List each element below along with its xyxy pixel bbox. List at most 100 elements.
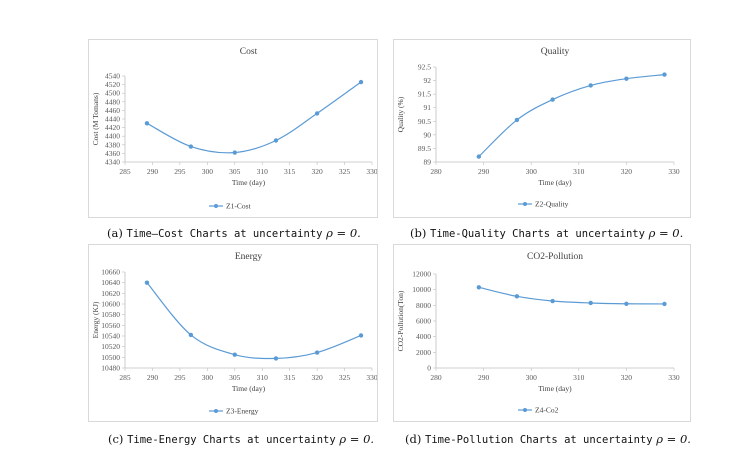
energy-data-point bbox=[188, 332, 194, 338]
quality-x-tick-label: 280 bbox=[430, 167, 442, 176]
energy-legend-label: Z3-Energy bbox=[226, 407, 259, 416]
quality-y-axis-label: Quality (%) bbox=[396, 96, 405, 132]
pollution-y-axis-label: CO2-Pollution(Ton) bbox=[396, 290, 405, 351]
quality-y-tick-label: 89 bbox=[424, 158, 432, 167]
quality-data-point bbox=[624, 76, 629, 81]
pollution-x-tick-label: 310 bbox=[573, 373, 585, 382]
energy-x-tick-label: 315 bbox=[284, 373, 296, 382]
quality-y-tick-label: 92.5 bbox=[418, 63, 431, 72]
cost-x-tick-label: 315 bbox=[284, 167, 296, 176]
energy-legend-marker bbox=[214, 409, 218, 413]
caption-a-text: Time—Cost Charts at uncertainty bbox=[126, 228, 323, 240]
cost-y-tick-label: 4500 bbox=[105, 89, 120, 98]
cost-x-tick-label: 285 bbox=[119, 167, 131, 176]
pollution-data-point bbox=[588, 300, 593, 306]
cost-y-tick-label: 4360 bbox=[105, 149, 120, 158]
energy-y-tick-label: 10540 bbox=[101, 332, 120, 341]
energy-x-tick-label: 310 bbox=[257, 373, 269, 382]
pollution-chart-title: CO2-Pollution bbox=[527, 252, 583, 262]
caption-b-text: Time-Quality Charts at uncertainty bbox=[430, 228, 645, 240]
quality-data-point bbox=[588, 83, 593, 88]
cost-x-tick-label: 295 bbox=[174, 167, 186, 176]
quality-legend-marker bbox=[523, 202, 527, 206]
cost-y-axis-label: Cost (M Tomans) bbox=[91, 92, 100, 145]
pollution-y-tick-label: 0 bbox=[427, 364, 431, 373]
pollution-x-tick-label: 290 bbox=[478, 373, 490, 382]
energy-x-tick-label: 325 bbox=[339, 373, 351, 382]
cost-y-tick-label: 4380 bbox=[105, 140, 120, 149]
quality-legend-label: Z2-Quality bbox=[535, 200, 569, 209]
cost-data-point bbox=[188, 144, 194, 149]
cost-x-tick-label: 325 bbox=[339, 167, 351, 176]
energy-x-tick-label: 320 bbox=[311, 373, 323, 382]
energy-x-tick-label: 305 bbox=[229, 373, 241, 382]
caption-a: (a) Time—Cost Charts at uncertainty ρ = … bbox=[107, 226, 361, 240]
cost-data-point bbox=[358, 79, 364, 85]
quality-chart-panel: Quality 89 89.5 90 90.5 91 91.5 92 92.5 280 290 300… bbox=[393, 39, 691, 218]
pollution-y-tick-label: 8000 bbox=[416, 301, 431, 310]
cost-data-point bbox=[273, 138, 279, 143]
cost-x-tick-label: 310 bbox=[257, 167, 269, 176]
pollution-data-point bbox=[550, 298, 555, 304]
cost-x-tick-label: 320 bbox=[311, 167, 323, 176]
quality-x-tick-label: 300 bbox=[526, 167, 538, 176]
energy-chart-title: Energy bbox=[235, 252, 263, 262]
pollution-y-tick-label: 10000 bbox=[412, 285, 431, 294]
pollution-series-line bbox=[478, 286, 665, 305]
pollution-y-tick-label: 4000 bbox=[416, 332, 431, 341]
cost-y-tick-label: 4440 bbox=[105, 115, 120, 124]
cost-x-tick-label: 290 bbox=[147, 167, 159, 176]
energy-data-point bbox=[144, 280, 150, 285]
cost-chart: Cost 434043604380440044204440446044804500… bbox=[91, 47, 377, 211]
energy-y-tick-label: 10660 bbox=[101, 268, 120, 277]
quality-x-tick-label: 310 bbox=[573, 167, 585, 176]
quality-x-tick-label: 330 bbox=[668, 167, 680, 176]
energy-y-tick-label: 10580 bbox=[101, 310, 120, 319]
quality-series-line bbox=[478, 74, 665, 158]
caption-b-rho: ρ = 0. bbox=[648, 226, 684, 240]
energy-y-tick-label: 10480 bbox=[101, 364, 120, 373]
cost-legend-label: Z1-Cost bbox=[226, 202, 252, 211]
quality-y-tick-label: 90.5 bbox=[418, 117, 431, 126]
caption-d-label: (d) bbox=[405, 432, 422, 446]
cost-chart-title: Cost bbox=[240, 47, 258, 57]
energy-y-tick-label: 10620 bbox=[101, 289, 120, 298]
quality-y-tick-label: 90 bbox=[424, 130, 432, 139]
cost-x-tick-label: 300 bbox=[202, 167, 214, 176]
pollution-y-tick-label: 12000 bbox=[412, 270, 431, 279]
quality-y-tick-label: 89.5 bbox=[418, 144, 431, 153]
energy-y-tick-label: 10500 bbox=[101, 353, 120, 362]
caption-d: (d) Time-Pollution Charts at uncertainty… bbox=[405, 432, 691, 446]
energy-y-tick-label: 10520 bbox=[101, 342, 120, 351]
pollution-y-tick-label: 2000 bbox=[416, 348, 431, 357]
pollution-x-tick-label: 320 bbox=[621, 373, 633, 382]
cost-y-tick-label: 4520 bbox=[105, 80, 120, 89]
energy-x-tick-label: 300 bbox=[202, 373, 214, 382]
quality-x-axis-label: Time (day) bbox=[538, 178, 572, 187]
caption-a-label: (a) bbox=[107, 226, 123, 240]
energy-x-tick-label: 290 bbox=[147, 373, 159, 382]
caption-a-rho: ρ = 0. bbox=[326, 226, 361, 240]
pollution-y-tick-label: 6000 bbox=[416, 317, 431, 326]
energy-chart-panel: Energy 10480 10500 10520 10540 10560 10580 1060… bbox=[88, 244, 378, 422]
quality-chart: Quality 89 89.5 90 90.5 91 91.5 92 92.5 280 290 300… bbox=[396, 47, 680, 209]
caption-b-label: (b) bbox=[410, 226, 427, 240]
cost-y-tick-label: 4460 bbox=[105, 106, 120, 115]
caption-d-rho: ρ = 0. bbox=[656, 432, 691, 446]
quality-data-point bbox=[550, 97, 555, 102]
quality-y-tick-label: 91.5 bbox=[418, 90, 431, 99]
energy-x-tick-label: 330 bbox=[366, 373, 377, 382]
cost-y-tick-label: 4400 bbox=[105, 132, 120, 141]
quality-x-tick-label: 290 bbox=[478, 167, 490, 176]
energy-data-point bbox=[314, 350, 320, 355]
energy-data-point bbox=[358, 333, 364, 338]
pollution-data-point bbox=[662, 301, 667, 307]
caption-b: (b) Time-Quality Charts at uncertainty ρ… bbox=[410, 226, 683, 240]
pollution-legend-marker bbox=[523, 408, 527, 412]
pollution-legend-label: Z4-Co2 bbox=[535, 406, 559, 415]
pollution-x-tick-label: 280 bbox=[430, 373, 442, 382]
cost-chart-panel: Cost 4340 4360 4380 4400 4420 4440 4460 4480 4500… bbox=[88, 39, 378, 218]
energy-y-tick-label: 10560 bbox=[101, 321, 120, 330]
quality-y-tick-label: 91 bbox=[424, 103, 432, 112]
energy-data-point bbox=[232, 352, 237, 357]
